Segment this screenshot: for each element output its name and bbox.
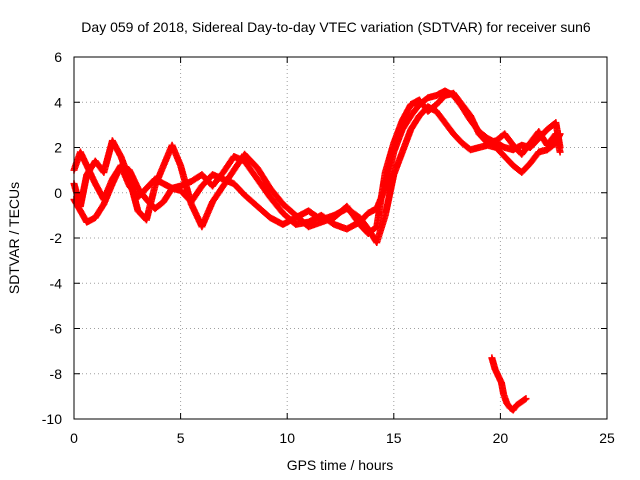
y-tick-label: 2 — [54, 140, 62, 156]
data-points — [70, 87, 564, 414]
series-track-3 — [70, 89, 564, 237]
x-tick-labels: 0 5 10 15 20 25 — [70, 430, 615, 446]
x-tick-label: 20 — [493, 430, 509, 446]
y-tick-label: 4 — [54, 94, 62, 110]
x-tick-label: 15 — [386, 430, 402, 446]
chart-title: Day 059 of 2018, Sidereal Day-to-day VTE… — [81, 19, 591, 35]
grid-lines — [74, 57, 607, 419]
y-tick-label: 6 — [54, 49, 62, 65]
x-tick-label: 0 — [70, 430, 78, 446]
x-tick-label: 5 — [177, 430, 185, 446]
x-axis-label: GPS time / hours — [287, 457, 394, 473]
y-tick-label: -10 — [42, 411, 62, 427]
x-tick-label: 25 — [599, 430, 615, 446]
y-tick-label: -8 — [50, 366, 63, 382]
plot-frame — [73, 56, 608, 420]
series-track-1 — [70, 87, 564, 233]
data-point-marker — [556, 148, 564, 156]
y-tick-label: 0 — [54, 185, 62, 201]
y-tick-label: -2 — [50, 230, 63, 246]
y-tick-label: -6 — [50, 321, 63, 337]
axis-ticks — [73, 56, 608, 420]
y-axis-label: SDTVAR / TECUs — [6, 182, 22, 294]
series-track-4 — [488, 354, 530, 414]
x-tick-label: 10 — [279, 430, 295, 446]
data-point-marker — [522, 395, 530, 403]
y-tick-labels: -10 -8 -6 -4 -2 0 2 4 6 — [42, 49, 62, 427]
y-tick-label: -4 — [50, 275, 63, 291]
